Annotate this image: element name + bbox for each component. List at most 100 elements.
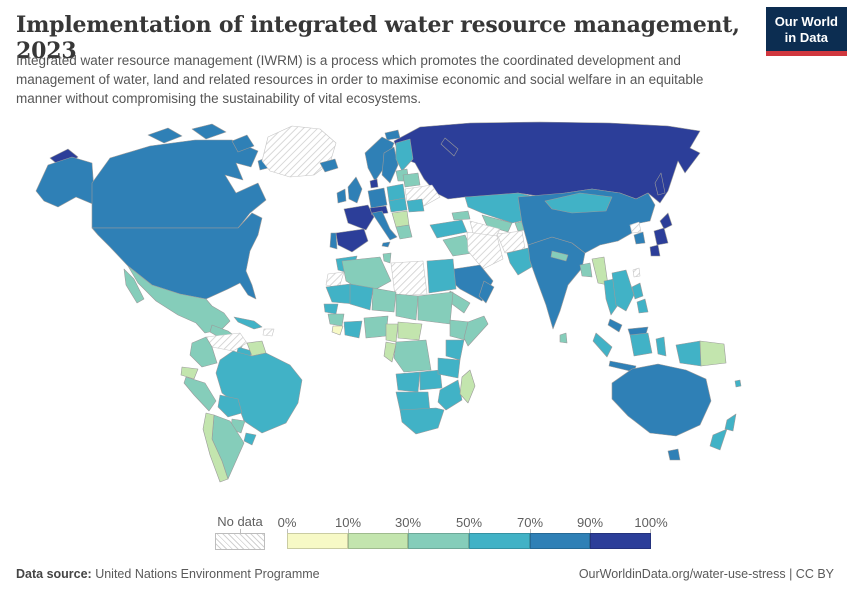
country-indonesia-borneo[interactable]	[629, 332, 653, 357]
country-guinea[interactable]	[327, 313, 345, 327]
region-congo-gabon[interactable]	[383, 341, 397, 363]
country-finland[interactable]	[395, 138, 414, 172]
country-south-africa[interactable]	[399, 407, 445, 435]
country-turkey[interactable]	[429, 219, 468, 239]
legend-bin-0-10[interactable]	[287, 533, 348, 549]
country-belarus[interactable]	[402, 172, 421, 188]
country-niger[interactable]	[371, 287, 397, 313]
country-cameroon[interactable]	[385, 323, 399, 343]
country-ireland[interactable]	[336, 188, 347, 204]
country-japan-honshu[interactable]	[653, 227, 669, 246]
region-balkans[interactable]	[391, 210, 410, 228]
country-germany[interactable]	[367, 187, 388, 209]
country-ecuador[interactable]	[180, 366, 199, 380]
country-mexico-baja[interactable]	[123, 268, 145, 304]
country-portugal[interactable]	[329, 232, 338, 250]
country-libya[interactable]	[390, 260, 428, 297]
country-madagascar[interactable]	[459, 369, 476, 404]
country-canada-arctic-1[interactable]	[147, 127, 183, 144]
country-egypt[interactable]	[426, 258, 457, 294]
country-norway-svalbard[interactable]	[384, 129, 401, 141]
country-iran[interactable]	[466, 231, 504, 270]
country-senegal[interactable]	[323, 303, 339, 315]
country-fiji[interactable]	[734, 379, 742, 388]
country-philippines-south[interactable]	[636, 298, 649, 314]
country-greenland[interactable]	[261, 125, 337, 178]
country-tunisia[interactable]	[382, 252, 392, 264]
country-russia-novaya-zemlya[interactable]	[440, 137, 459, 157]
country-india[interactable]	[527, 236, 586, 330]
country-philippines[interactable]	[631, 282, 644, 300]
country-italy-sicily[interactable]	[381, 241, 391, 248]
country-cuba[interactable]	[233, 316, 263, 330]
country-zambia[interactable]	[419, 369, 443, 391]
country-iceland[interactable]	[319, 158, 339, 173]
legend-bin-90-100[interactable]	[590, 533, 652, 549]
country-france[interactable]	[343, 204, 375, 231]
region-ghana-ivory-coast[interactable]	[343, 320, 363, 339]
country-denmark[interactable]	[369, 178, 379, 189]
country-colombia[interactable]	[189, 336, 218, 368]
country-mali[interactable]	[349, 283, 374, 311]
legend-no-data-swatch[interactable]	[215, 533, 265, 550]
country-canada-arctic-2[interactable]	[191, 123, 227, 140]
country-indonesia-sulawesi[interactable]	[655, 336, 667, 357]
country-peru[interactable]	[183, 376, 217, 412]
country-uruguay[interactable]	[243, 432, 257, 446]
country-uzbekistan[interactable]	[481, 214, 513, 233]
country-chile[interactable]	[202, 412, 229, 483]
country-nigeria[interactable]	[363, 315, 389, 339]
region-czech-hungary[interactable]	[388, 197, 408, 213]
country-brazil[interactable]	[215, 350, 303, 434]
country-malaysia-peninsula[interactable]	[607, 318, 623, 333]
region-vietnam-laos-cambodia[interactable]	[611, 269, 635, 312]
country-north-korea[interactable]	[629, 221, 642, 234]
country-somalia[interactable]	[463, 315, 489, 347]
legend-bin-50-70[interactable]	[469, 533, 530, 549]
owid-url-link[interactable]: OurWorldinData.org/water-use-stress	[578, 567, 786, 581]
country-papua-new-guinea[interactable]	[699, 340, 727, 367]
country-uk[interactable]	[347, 176, 363, 204]
country-nepal[interactable]	[550, 250, 569, 262]
country-drc[interactable]	[393, 339, 432, 373]
country-chad[interactable]	[395, 293, 419, 321]
country-russia[interactable]	[393, 121, 701, 204]
country-haiti[interactable]	[262, 328, 275, 337]
region-mozambique-zimbabwe[interactable]	[437, 379, 463, 411]
country-mexico[interactable]	[127, 265, 231, 334]
country-romania[interactable]	[406, 198, 425, 213]
country-sri-lanka[interactable]	[559, 332, 568, 344]
country-taiwan[interactable]	[632, 267, 641, 278]
country-japan-kyushu[interactable]	[649, 244, 661, 257]
country-sweden[interactable]	[381, 146, 399, 184]
country-pakistan[interactable]	[506, 247, 536, 276]
region-caucasus[interactable]	[451, 210, 471, 221]
country-usa-alaska[interactable]	[35, 156, 96, 208]
country-australia[interactable]	[611, 363, 712, 437]
country-new-zealand-south[interactable]	[709, 428, 728, 451]
country-bangladesh[interactable]	[579, 262, 593, 278]
country-australia-tasmania[interactable]	[667, 448, 681, 461]
country-angola[interactable]	[395, 371, 421, 393]
country-south-korea[interactable]	[633, 231, 646, 245]
country-bolivia[interactable]	[217, 394, 243, 418]
legend-bin-70-90[interactable]	[529, 533, 591, 549]
country-japan-hokkaido[interactable]	[659, 212, 673, 230]
country-indonesia-sumatra[interactable]	[592, 332, 613, 358]
country-mongolia[interactable]	[544, 192, 613, 214]
country-tanzania[interactable]	[437, 357, 461, 379]
legend-bin-30-50[interactable]	[408, 533, 470, 549]
country-italy[interactable]	[371, 210, 398, 241]
country-canada-arctic-3[interactable]	[231, 134, 255, 153]
region-sierra-leone-liberia[interactable]	[331, 325, 344, 336]
country-canada[interactable]	[91, 139, 267, 229]
country-indonesia-papua[interactable]	[675, 340, 702, 367]
country-kenya[interactable]	[445, 339, 465, 361]
country-spain[interactable]	[335, 228, 369, 253]
country-oman[interactable]	[478, 280, 495, 304]
country-sudan[interactable]	[417, 291, 454, 325]
legend-bin-10-30[interactable]	[347, 533, 409, 549]
country-new-zealand-north[interactable]	[724, 413, 737, 432]
country-russia-sakhalin[interactable]	[654, 172, 666, 196]
owid-logo[interactable]: Our World in Data	[765, 7, 847, 57]
